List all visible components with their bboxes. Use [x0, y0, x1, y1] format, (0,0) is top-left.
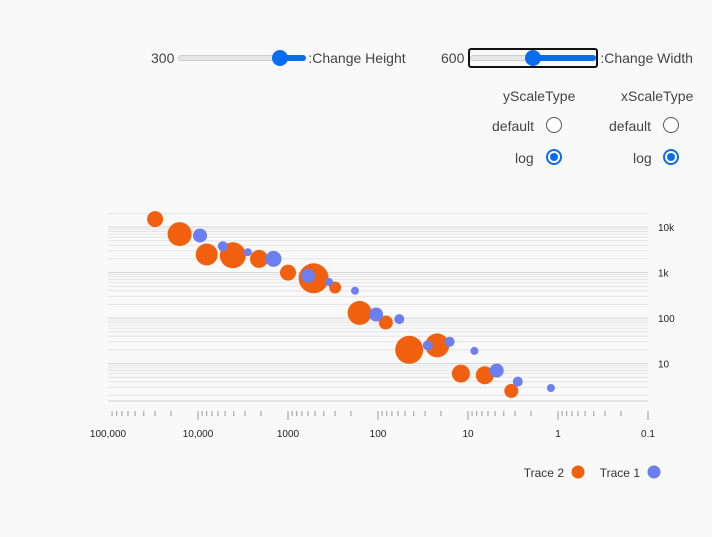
- y-scale-log-radio[interactable]: [546, 149, 562, 165]
- y-tick-label: 10k: [658, 223, 675, 234]
- trace2-point[interactable]: [195, 243, 218, 266]
- trace2-point[interactable]: [280, 264, 296, 281]
- trace2-point[interactable]: [250, 249, 268, 268]
- trace1-point[interactable]: [301, 268, 315, 283]
- data-points: [147, 211, 555, 398]
- trace1-point[interactable]: [351, 286, 359, 295]
- trace1-point[interactable]: [325, 278, 333, 286]
- x-tick-label: 10,000: [183, 429, 214, 440]
- x-tick-label: 10: [462, 429, 474, 440]
- trace2-point[interactable]: [347, 300, 372, 325]
- width-slider-thumb[interactable]: [525, 50, 542, 66]
- x-scale-default-radio[interactable]: [663, 117, 679, 133]
- y-scale-default-radio[interactable]: [546, 117, 562, 133]
- x-scale-option-default-label: default: [609, 118, 652, 134]
- y-axis: 10k 1k 100 10: [658, 223, 675, 370]
- legend-label: Trace 2: [524, 466, 565, 480]
- x-tick-label: 0.1: [641, 429, 655, 440]
- x-tick-label: 100: [370, 429, 387, 440]
- width-label: :Change Width: [600, 50, 693, 66]
- legend-marker: [647, 465, 661, 479]
- height-slider[interactable]: [178, 49, 307, 67]
- legend-label: Trace 1: [600, 466, 641, 480]
- trace1-point[interactable]: [422, 340, 433, 351]
- height-slider-thumb[interactable]: [272, 50, 289, 66]
- trace2-point[interactable]: [395, 335, 424, 364]
- y-tick-label: 10: [658, 360, 670, 371]
- trace2-point[interactable]: [425, 333, 450, 358]
- trace1-point[interactable]: [217, 241, 228, 252]
- trace2-point[interactable]: [475, 366, 494, 385]
- trace1-point[interactable]: [470, 346, 479, 355]
- height-value: 300: [151, 50, 175, 66]
- width-control: 600 :Change Width: [441, 48, 693, 68]
- legend: Trace 2 Trace 1: [524, 465, 661, 480]
- y-tick-label: 100: [658, 314, 675, 325]
- trace1-point[interactable]: [489, 363, 504, 378]
- trace1-point[interactable]: [193, 228, 207, 243]
- trace1-point[interactable]: [369, 307, 384, 322]
- x-scale-title: xScaleType: [621, 88, 694, 104]
- width-slider-fill: [531, 55, 597, 61]
- x-scale-group: xScaleType default log: [597, 88, 697, 178]
- x-tick-label: 100,000: [90, 429, 127, 440]
- trace2-point[interactable]: [147, 211, 164, 228]
- legend-marker: [571, 465, 585, 479]
- trace1-point[interactable]: [265, 250, 282, 267]
- trace2-point[interactable]: [167, 222, 192, 247]
- x-tick-label: 1000: [277, 429, 300, 440]
- x-scale-log-radio[interactable]: [663, 149, 679, 165]
- trace1-point[interactable]: [546, 384, 555, 392]
- x-axis: 100,000 10,000 1000 100 10 1 0.1: [90, 400, 655, 440]
- trace1-point[interactable]: [512, 376, 523, 387]
- y-tick-label: 1k: [658, 269, 670, 280]
- y-scale-group: yScaleType default log: [480, 88, 580, 178]
- y-scale-option-default-label: default: [492, 118, 535, 134]
- trace1-point[interactable]: [444, 336, 455, 347]
- y-scale-option-log-label: log: [515, 150, 534, 166]
- height-control: 300 :Change Height: [151, 48, 406, 68]
- x-tick-label: 1: [555, 429, 561, 440]
- width-value: 600: [441, 50, 465, 66]
- trace2-point[interactable]: [378, 315, 393, 330]
- trace1-point[interactable]: [243, 248, 252, 257]
- trace1-point[interactable]: [394, 314, 405, 325]
- trace2-point[interactable]: [504, 383, 519, 398]
- trace2-point[interactable]: [451, 364, 470, 383]
- width-slider[interactable]: [468, 48, 599, 68]
- y-scale-title: yScaleType: [503, 88, 576, 104]
- height-label: :Change Height: [308, 50, 406, 66]
- height-slider-fill: [278, 55, 307, 61]
- x-scale-option-log-label: log: [633, 150, 652, 166]
